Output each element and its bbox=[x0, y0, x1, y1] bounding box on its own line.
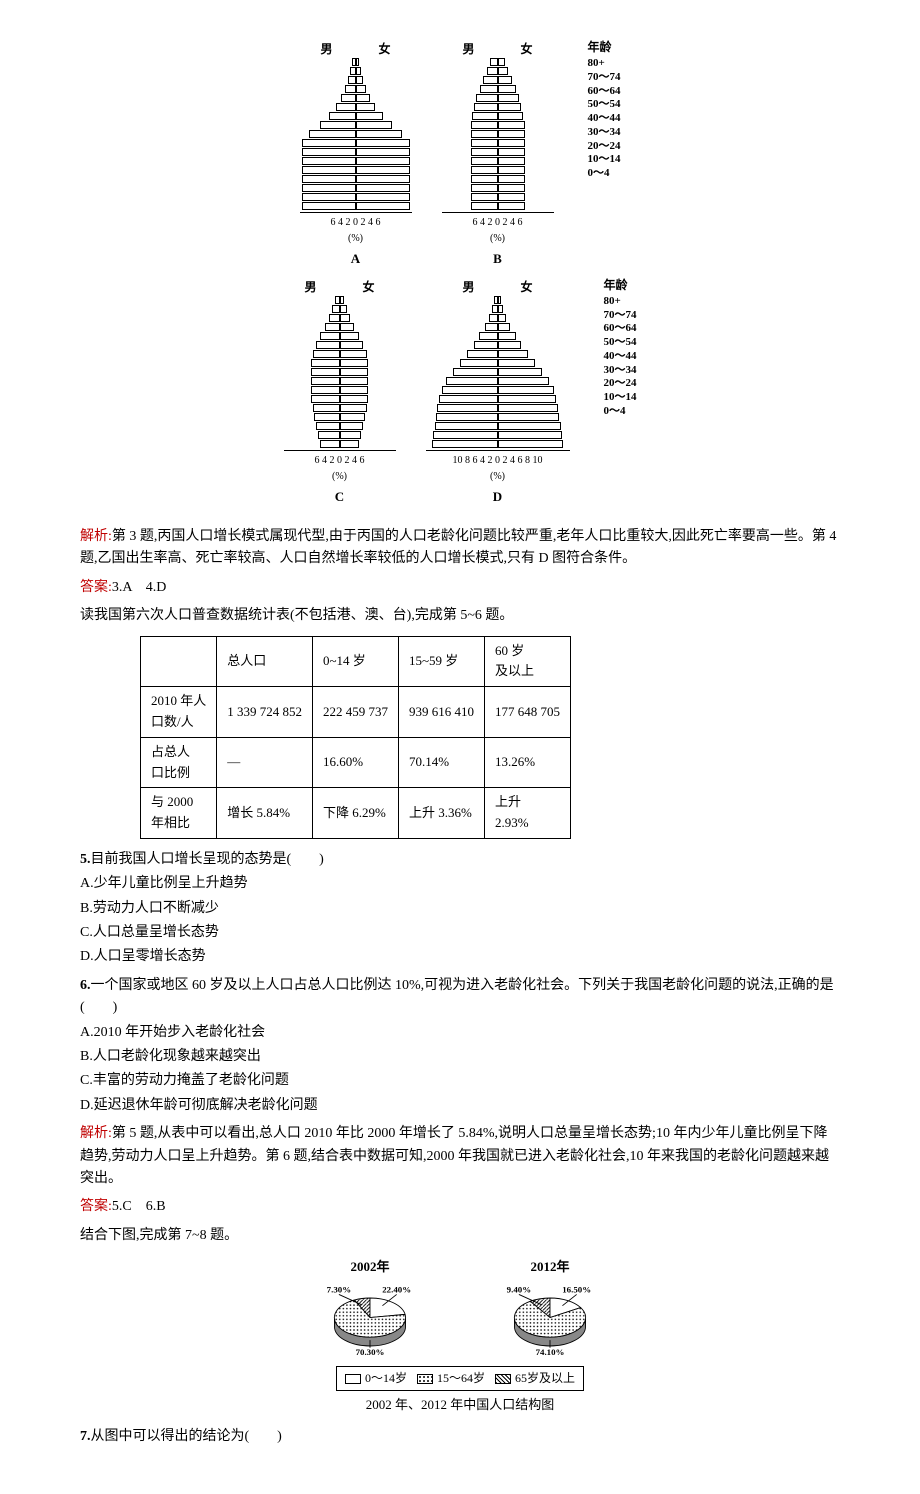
analysis-label-2: 解析: bbox=[80, 1126, 112, 1141]
analysis-label: 解析: bbox=[80, 529, 112, 544]
answer-label: 答案: bbox=[80, 580, 112, 595]
q5-num: 5. bbox=[80, 852, 91, 867]
svg-text:74.10%: 74.10% bbox=[536, 1347, 565, 1357]
pyramid-row-1: 男女6 4 2 0 2 4 6(%)A 男女6 4 2 0 2 4 6(%)B … bbox=[300, 40, 621, 270]
answer-label-2: 答案: bbox=[80, 1199, 112, 1214]
pyramid-B: 男女6 4 2 0 2 4 6(%)B bbox=[442, 40, 554, 270]
population-pyramids: 男女6 4 2 0 2 4 6(%)A 男女6 4 2 0 2 4 6(%)B … bbox=[80, 40, 840, 516]
pie-charts: 2002年 7.30% 22.40% 70.30% 2012年 9.40% 16.50… bbox=[80, 1257, 840, 1416]
q6-option-A: A.2010 年开始步入老龄化社会 bbox=[80, 1022, 840, 1044]
q5-option-B: B.劳动力人口不断减少 bbox=[80, 898, 840, 920]
pie-caption: 2002 年、2012 年中国人口结构图 bbox=[366, 1395, 555, 1416]
pie-2002-year: 2002年 bbox=[350, 1257, 389, 1278]
svg-text:16.50%: 16.50% bbox=[562, 1285, 591, 1295]
legend-0-14: 0～14岁 bbox=[345, 1369, 407, 1388]
pyramid-D: 男女10 8 6 4 2 0 2 4 6 8 10(%)D bbox=[426, 278, 570, 508]
pie-2012: 2012年 9.40% 16.50% 74.10% bbox=[490, 1257, 610, 1362]
q7-stem: 从图中可以得出的结论为( ) bbox=[91, 1429, 282, 1444]
question-7: 7.从图中可以得出的结论为( ) bbox=[80, 1426, 840, 1448]
analysis-3-4: 解析:第 3 题,丙国人口增长模式属现代型,由于丙国的人口老龄化问题比较严重,老… bbox=[80, 526, 840, 571]
svg-text:9.40%: 9.40% bbox=[507, 1285, 532, 1295]
census-table: 总人口0~14 岁15~59 岁60 岁及以上2010 年人口数/人1 339 … bbox=[140, 636, 571, 839]
pie-2002: 2002年 7.30% 22.40% 70.30% bbox=[310, 1257, 430, 1362]
q5-option-C: C.人口总量呈增长态势 bbox=[80, 922, 840, 944]
q5-stem: 目前我国人口增长呈现的态势是( ) bbox=[91, 852, 324, 867]
pyramid-C: 男女6 4 2 0 2 4 6(%)C bbox=[284, 278, 396, 508]
legend-65-up: 65岁及以上 bbox=[495, 1369, 575, 1388]
q6-num: 6. bbox=[80, 978, 91, 993]
analysis-5-6: 解析:第 5 题,从表中可以看出,总人口 2010 年比 2000 年增长了 5… bbox=[80, 1123, 840, 1190]
pie-2012-year: 2012年 bbox=[530, 1257, 569, 1278]
pyramid-row-2: 男女6 4 2 0 2 4 6(%)C 男女10 8 6 4 2 0 2 4 6… bbox=[284, 278, 637, 508]
q5-option-D: D.人口呈零增长态势 bbox=[80, 946, 840, 968]
answer-5-6-text: 5.C 6.B bbox=[112, 1199, 166, 1214]
q6-option-B: B.人口老龄化现象越来越突出 bbox=[80, 1046, 840, 1068]
pie-2002-chart: 7.30% 22.40% 70.30% bbox=[310, 1282, 430, 1362]
q6-option-C: C.丰富的劳动力掩盖了老龄化问题 bbox=[80, 1070, 840, 1092]
q5-option-A: A.少年儿童比例呈上升趋势 bbox=[80, 873, 840, 895]
age-labels-2: 年龄80+70～7460～6450～5440～4430～3420～2410～14… bbox=[604, 278, 637, 419]
pyramid-A: 男女6 4 2 0 2 4 6(%)A bbox=[300, 40, 412, 270]
q6-stem: 一个国家或地区 60 岁及以上人口占总人口比例达 10%,可视为进入老龄化社会。… bbox=[80, 978, 834, 1015]
answer-5-6: 答案:5.C 6.B bbox=[80, 1196, 840, 1218]
answer-3-4: 答案:3.A 4.D bbox=[80, 577, 840, 599]
question-5: 5.目前我国人口增长呈现的态势是( ) A.少年儿童比例呈上升趋势 B.劳动力人… bbox=[80, 849, 840, 969]
age-labels-1: 年龄80+70～7460～6450～5440～4430～3420～2410～14… bbox=[588, 40, 621, 181]
svg-text:70.30%: 70.30% bbox=[356, 1347, 385, 1357]
analysis-3-4-text: 第 3 题,丙国人口增长模式属现代型,由于丙国的人口老龄化问题比较严重,老年人口… bbox=[80, 529, 836, 566]
legend-15-64: 15～64岁 bbox=[417, 1369, 485, 1388]
q7-num: 7. bbox=[80, 1429, 91, 1444]
pie-2012-chart: 9.40% 16.50% 74.10% bbox=[490, 1282, 610, 1362]
svg-text:22.40%: 22.40% bbox=[382, 1285, 411, 1295]
pie-intro: 结合下图,完成第 7~8 题。 bbox=[80, 1225, 840, 1247]
question-6: 6.一个国家或地区 60 岁及以上人口占总人口比例达 10%,可视为进入老龄化社… bbox=[80, 975, 840, 1117]
q6-option-D: D.延迟退休年龄可彻底解决老龄化问题 bbox=[80, 1095, 840, 1117]
analysis-5-6-text: 第 5 题,从表中可以看出,总人口 2010 年比 2000 年增长了 5.84… bbox=[80, 1126, 829, 1186]
table-intro: 读我国第六次人口普查数据统计表(不包括港、澳、台),完成第 5~6 题。 bbox=[80, 605, 840, 627]
svg-text:7.30%: 7.30% bbox=[327, 1285, 352, 1295]
pie-legend: 0～14岁 15～64岁 65岁及以上 bbox=[336, 1366, 584, 1391]
answer-3-4-text: 3.A 4.D bbox=[112, 580, 166, 595]
